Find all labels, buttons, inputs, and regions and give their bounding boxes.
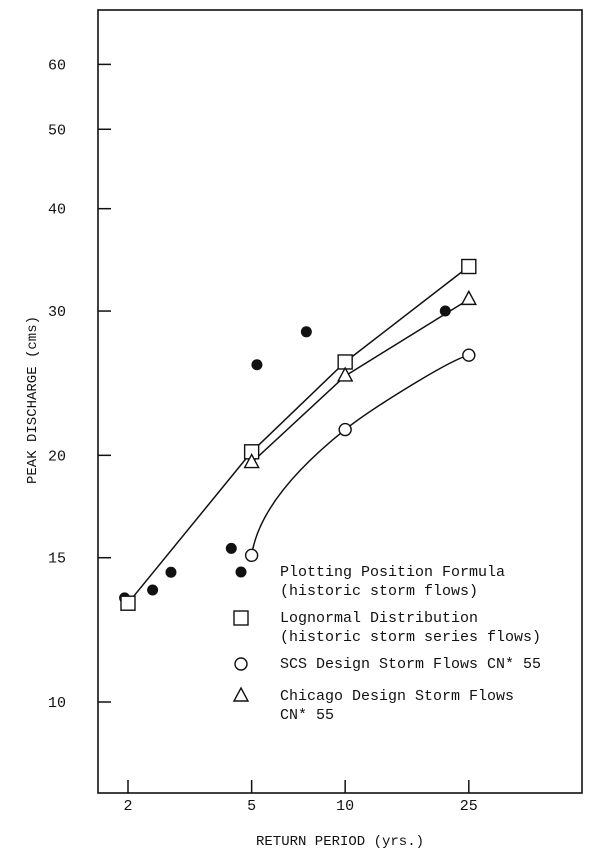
series-0-point-6 bbox=[439, 305, 451, 317]
series-2-point-2 bbox=[462, 348, 476, 362]
legend-label-1-1: (historic storm series flows) bbox=[280, 629, 541, 646]
legend: Plotting Position Formula (historic storm… bbox=[232, 564, 541, 724]
legend-label-3-0: Chicago Design Storm Flows bbox=[280, 688, 514, 705]
legend-label-0-0: Plotting Position Formula bbox=[280, 564, 505, 581]
y-axis: 10 15 20 30 40 50 60 bbox=[48, 57, 111, 712]
legend-label-3-1: CN* 55 bbox=[280, 707, 334, 724]
series-2-point-1 bbox=[338, 422, 352, 437]
series-0-point-3 bbox=[225, 542, 237, 554]
legend-label-2-0: SCS Design Storm Flows CN* 55 bbox=[280, 656, 541, 673]
y-tick-label-15: 15 bbox=[48, 551, 66, 568]
series-0-point-5 bbox=[300, 326, 312, 338]
series-3-point-1 bbox=[336, 366, 354, 382]
series-points bbox=[119, 258, 477, 611]
series-2-point-0 bbox=[244, 548, 259, 563]
x-tick-label-25: 25 bbox=[460, 798, 478, 815]
legend-marker-1 bbox=[233, 610, 249, 626]
y-tick-label-10: 10 bbox=[48, 695, 66, 712]
series-lines bbox=[127, 265, 470, 604]
series-2-line bbox=[250, 354, 469, 556]
plot-frame bbox=[97, 9, 583, 794]
x-axis-title: RETURN PERIOD (yrs.) bbox=[256, 834, 424, 850]
y-axis-title: PEAK DISCHARGE (cms) bbox=[25, 316, 41, 484]
x-tick-label-5: 5 bbox=[247, 798, 256, 815]
y-tick-label-60: 60 bbox=[48, 57, 66, 74]
legend-label-0-1: (historic storm flows) bbox=[280, 583, 478, 600]
series-0-point-2 bbox=[165, 566, 177, 578]
legend-label-1-0: Lognormal Distribution bbox=[280, 610, 478, 627]
series-3-line bbox=[251, 298, 470, 464]
series-1-line bbox=[127, 265, 470, 604]
series-1-point-3 bbox=[461, 258, 477, 275]
y-tick-label-20: 20 bbox=[48, 448, 66, 465]
x-tick-label-10: 10 bbox=[336, 798, 354, 815]
legend-marker-3 bbox=[232, 686, 250, 702]
y-tick-label-40: 40 bbox=[48, 202, 66, 219]
series-3-point-0 bbox=[243, 453, 260, 469]
x-axis: 251025100 bbox=[123, 780, 478, 815]
series-0-point-1 bbox=[147, 584, 159, 596]
legend-marker-2 bbox=[234, 657, 248, 671]
series-1-point-0 bbox=[120, 595, 136, 611]
x-tick-label-2: 2 bbox=[123, 798, 132, 815]
series-3-point-2 bbox=[460, 289, 477, 306]
series-0-point-4 bbox=[251, 359, 263, 371]
y-tick-label-30: 30 bbox=[48, 304, 66, 321]
y-tick-label-50: 50 bbox=[48, 122, 66, 139]
legend-marker-0 bbox=[235, 566, 247, 578]
